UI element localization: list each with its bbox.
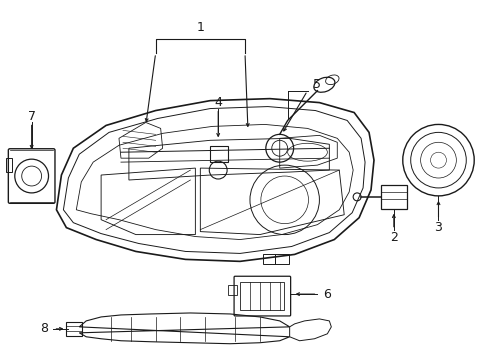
Bar bbox=[66, 322, 82, 336]
Bar bbox=[263, 255, 274, 264]
Text: 1: 1 bbox=[196, 21, 204, 34]
Text: 4: 4 bbox=[214, 96, 222, 109]
Text: 7: 7 bbox=[28, 110, 36, 123]
Text: 2: 2 bbox=[389, 231, 397, 244]
Bar bbox=[210, 146, 228, 162]
Text: 5: 5 bbox=[313, 78, 321, 91]
Bar bbox=[6, 158, 12, 172]
Bar bbox=[240, 282, 283, 310]
Text: 3: 3 bbox=[434, 221, 442, 234]
Bar bbox=[274, 255, 288, 264]
Text: 8: 8 bbox=[41, 322, 48, 336]
Text: 6: 6 bbox=[323, 288, 330, 301]
Bar bbox=[380, 185, 406, 209]
Bar bbox=[228, 285, 237, 295]
